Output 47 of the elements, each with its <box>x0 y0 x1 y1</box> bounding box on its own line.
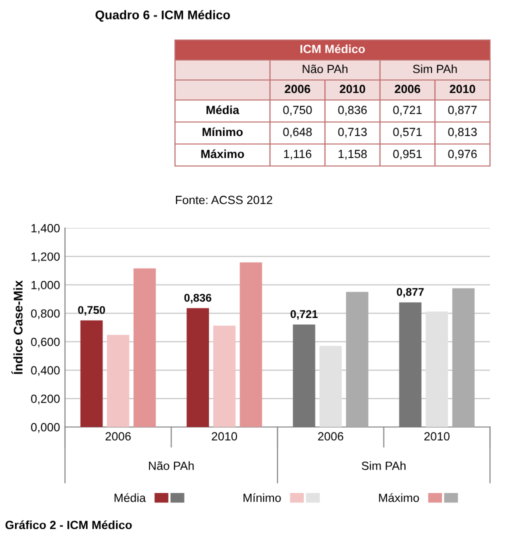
x-tick-label: 2010 <box>424 432 450 441</box>
text: 0,750 <box>283 106 312 116</box>
text: 0,813 <box>448 128 477 138</box>
text: Não PAh <box>302 64 348 74</box>
data-label: 0,750 <box>78 306 106 316</box>
text: Média <box>206 105 240 114</box>
category-label: 2006 <box>394 84 420 94</box>
legend-label: Média <box>114 493 146 502</box>
data-label: 0,836 <box>184 294 212 304</box>
text: Mínimo <box>202 127 243 136</box>
text: 0,976 <box>448 150 477 160</box>
y-tick-label: 1,200 <box>32 252 60 262</box>
text: 0,713 <box>338 128 367 138</box>
x-tick-label: 2010 <box>212 432 238 441</box>
source-note: Fonte: ACSS 2012 <box>176 196 272 204</box>
text: Não PAh <box>149 461 194 470</box>
text: Máximo <box>201 149 244 158</box>
text: Sim PAh <box>362 461 406 470</box>
y-tick-label: 0,800 <box>31 309 60 320</box>
legend-label: Mínimo <box>244 493 281 502</box>
y-axis-title: Índice Case-Mix <box>11 280 23 374</box>
text: 0,721 <box>393 106 422 116</box>
text: 0,648 <box>283 128 312 138</box>
y-tick-label: 1,000 <box>32 280 60 291</box>
text: 0,571 <box>393 128 422 138</box>
category-label: 2010 <box>450 84 476 94</box>
text: 1,158 <box>338 150 367 160</box>
text: 1,116 <box>284 150 312 160</box>
text: Gráfico 2 - ICM Médico <box>5 520 132 530</box>
y-tick-label: 0,600 <box>31 338 60 348</box>
text: 0,877 <box>448 106 477 116</box>
data-label: 0,877 <box>396 288 424 298</box>
y-tick-label: 0,400 <box>31 366 60 376</box>
data-label: 0,721 <box>290 310 318 320</box>
chart-subtitle: ICM Médico <box>300 44 365 54</box>
x-tick-label: 2006 <box>318 432 344 441</box>
y-tick-label: 0,200 <box>31 394 60 404</box>
chart-title: Quadro 6 - ICM Médico <box>96 10 230 22</box>
text: 0,951 <box>393 150 422 160</box>
category-label: 2006 <box>284 84 310 94</box>
y-tick-label: 0,000 <box>31 423 60 433</box>
x-tick-label: 2006 <box>106 432 131 441</box>
text: Sim PAh <box>413 64 457 74</box>
text: 0,836 <box>338 106 367 116</box>
legend-label: Máximo <box>379 493 419 502</box>
y-tick-label: 1,400 <box>32 224 60 234</box>
category-label: 2010 <box>340 84 366 94</box>
